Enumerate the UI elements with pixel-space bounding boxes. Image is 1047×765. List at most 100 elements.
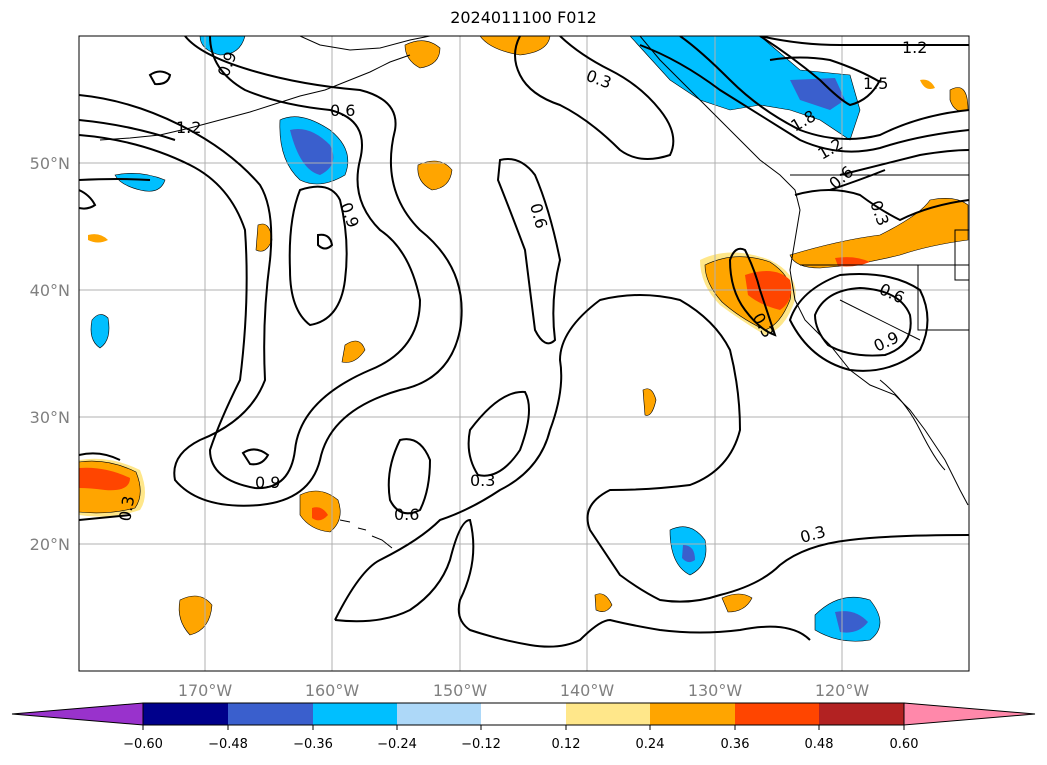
shaded-anomalies xyxy=(79,36,969,642)
contour-pnw-2 xyxy=(639,44,969,153)
contour-label: 1.5 xyxy=(863,74,888,93)
contour-label: 0.3 xyxy=(798,522,828,547)
aleutian-chain xyxy=(99,54,411,141)
contour-east-3 xyxy=(794,189,969,222)
baja-peninsula xyxy=(879,379,946,471)
contour-central-1 xyxy=(496,158,562,345)
warm-anomaly-south xyxy=(178,595,213,636)
contour-label: 0.9 xyxy=(336,200,363,230)
contour-ca-2 xyxy=(728,247,777,337)
contour-sw-1 xyxy=(79,514,131,521)
longitude-axis: 170°W 160°W 150°W 140°W 130°W 120°W xyxy=(178,681,870,700)
contour-west-edge-1 xyxy=(79,189,97,210)
warm-anomaly-small3 xyxy=(642,388,657,416)
contour-pnw-1 xyxy=(679,36,969,140)
contour-small-ring2 xyxy=(317,233,334,250)
us-state-border-4 xyxy=(917,265,969,331)
contour-west-4 xyxy=(79,178,151,181)
colorbar-tick-label: −0.24 xyxy=(377,737,417,752)
blue-core-south1 xyxy=(682,545,695,563)
colorbar-tick-label: −0.48 xyxy=(208,737,248,752)
colorbar-segment xyxy=(650,703,735,725)
colorbar-segment xyxy=(397,703,481,725)
contour-pnw-4 xyxy=(759,36,969,47)
north-america-coast xyxy=(639,36,969,506)
hawaii-islands xyxy=(339,519,393,549)
lon-label: 130°W xyxy=(688,681,743,700)
lat-label: 30°N xyxy=(30,408,70,427)
contour-west-3 xyxy=(79,119,176,141)
colorbar-segment xyxy=(819,703,904,725)
warm-anomaly-top xyxy=(479,36,551,56)
blue-core-pnw xyxy=(790,78,845,110)
lon-label: 150°W xyxy=(433,681,488,700)
contour-pnw-3 xyxy=(759,36,881,107)
colorbar-tick-label: −0.36 xyxy=(293,737,333,752)
colorbar-segment xyxy=(481,703,566,725)
warm-anomaly-east xyxy=(920,79,935,89)
lon-label: 120°W xyxy=(815,681,870,700)
contour-top-mid xyxy=(514,36,675,160)
contour-west-2 xyxy=(79,36,422,490)
lon-label: 170°W xyxy=(178,681,233,700)
warm-anomaly-small6 xyxy=(88,234,108,243)
contour-central-big xyxy=(334,294,969,621)
colorbar-tick-label: 0.60 xyxy=(890,737,919,752)
lon-label: 140°W xyxy=(560,681,615,700)
colorbar-ticks xyxy=(142,725,905,730)
contour-label: 0.3 xyxy=(866,198,893,228)
latitude-axis: 50°N 40°N 30°N 20°N xyxy=(30,154,70,554)
warm-anomaly-gulf xyxy=(417,160,453,191)
contour-label: 0.9 xyxy=(255,473,280,492)
warm-anomaly-interior xyxy=(789,198,969,269)
colorbar-tick-label: 0.12 xyxy=(552,737,581,752)
blue-core-south2 xyxy=(835,611,868,633)
colorbar-tick-label: 0.24 xyxy=(636,737,665,752)
contour-small-ring3 xyxy=(241,448,270,466)
contour-central-2 xyxy=(387,438,432,515)
lat-label: 40°N xyxy=(30,281,70,300)
colorbar-segment xyxy=(566,703,650,725)
contour-label: 0.3 xyxy=(470,471,495,490)
colorbar-tick-label: 0.36 xyxy=(721,737,750,752)
warm-anomaly-small1 xyxy=(255,223,273,252)
contour-ca-low-outer xyxy=(788,273,929,372)
blue-anomaly-west xyxy=(90,314,110,349)
colorbar-frame xyxy=(142,702,905,726)
us-state-border-5 xyxy=(954,229,969,281)
lon-label: 160°W xyxy=(305,681,360,700)
alaska-coast xyxy=(299,36,431,51)
us-state-border-3 xyxy=(839,299,921,341)
warm-anomaly-ne xyxy=(949,87,969,112)
colorbar-segment xyxy=(228,703,313,725)
contour-south xyxy=(334,518,811,648)
warm-anomaly-small2 xyxy=(341,340,366,363)
lat-label: 20°N xyxy=(30,535,70,554)
contour-label: 0.9 xyxy=(871,328,902,356)
contour-label-layer: 1.2 0.9 0.6 1.2 0.3 1.5 1.8 1.2 0.6 0.9 … xyxy=(115,38,927,547)
map-frame xyxy=(78,35,970,672)
contour-ne xyxy=(839,149,969,176)
contour-inner-160 xyxy=(288,185,348,327)
warm-anomaly-small4 xyxy=(594,593,613,612)
colorbar-tick-label: −0.12 xyxy=(461,737,501,752)
graticule xyxy=(79,36,969,671)
contour-label: 0.6 xyxy=(394,505,419,524)
contour-label: 0.6 xyxy=(825,162,857,193)
colorbar-extend-high xyxy=(903,702,1036,726)
lat-label: 50°N xyxy=(30,154,70,173)
contour-label: 0.6 xyxy=(330,101,355,120)
contour-small-ring1 xyxy=(148,70,172,86)
colorbar-tick-label: 0.48 xyxy=(805,737,834,752)
contour-label: 1.2 xyxy=(902,38,927,57)
contour-pnw-5 xyxy=(769,56,881,83)
contour-central-3 xyxy=(467,390,530,477)
contour-west-1 xyxy=(79,36,463,507)
warm-core-west xyxy=(79,467,130,491)
warm-core-hawaii xyxy=(312,507,328,521)
colorbar-segment xyxy=(143,703,228,725)
colorbar-segment xyxy=(735,703,819,725)
colorbar: −0.60 −0.48 −0.36 −0.24 −0.12 0.12 0.24 … xyxy=(11,702,1036,752)
contour-east-4 xyxy=(829,169,886,191)
